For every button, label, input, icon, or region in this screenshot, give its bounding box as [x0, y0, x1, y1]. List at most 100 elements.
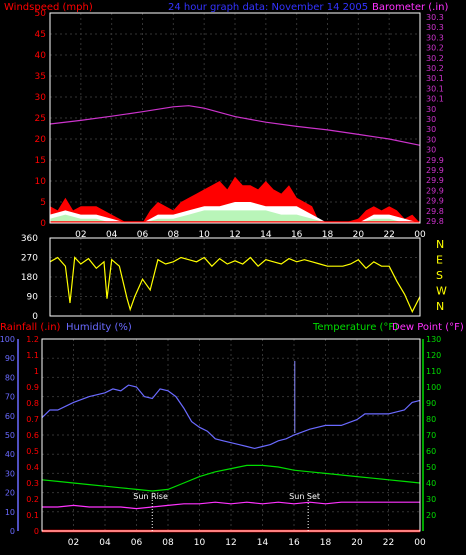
rht-x-tick-label: 02 — [68, 538, 79, 548]
direction-tick-label: 0 — [32, 312, 38, 322]
rain-hum-temp-axes: 02 04 06 08 10 12 14 16 18 20 22 0000.10.20.30.40.5… — [0, 335, 441, 548]
rainfall-tick-label: 0.4 — [26, 463, 39, 472]
temperature-line — [41, 464, 421, 492]
windspeed-tick-label: 25 — [35, 114, 46, 124]
humidity-tick-label: 90 — [5, 354, 15, 363]
humidity-tick-label: 80 — [5, 373, 15, 382]
dew-point-line — [42, 501, 420, 510]
wind-baro-panel: Windspeed (mph) 24 hour graph data: Nove… — [4, 2, 448, 240]
temperature-tick-label: 110 — [426, 367, 441, 376]
barometer-tick-label: 30 — [426, 115, 436, 124]
barometer-tick-label: 29.9 — [426, 186, 444, 195]
barometer-tick-label: 30.2 — [426, 64, 444, 73]
temperature-tick-label: 30 — [426, 495, 436, 504]
wind-baro-x-tick-label: 22 — [383, 230, 394, 240]
rht-x-tick-label: 14 — [257, 538, 269, 548]
temperature-tick-label: 60 — [426, 447, 436, 456]
barometer-tick-label: 30 — [426, 146, 436, 155]
rainfall-tick-label: 0.1 — [26, 511, 39, 520]
windspeed-tick-label: 45 — [35, 30, 46, 40]
rainfall-tick-label: 0.5 — [26, 447, 39, 456]
wind-baro-x-tick-label: 20 — [353, 230, 365, 240]
rht-x-tick-label: 20 — [351, 538, 363, 548]
rainfall-axis-label: Rainfall (.in) — [0, 322, 61, 333]
wind-low-area — [50, 210, 420, 223]
windspeed-tick-label: 35 — [35, 72, 46, 82]
rainfall-tick-label: 0.2 — [26, 495, 39, 504]
humidity-tick-label: 100 — [0, 335, 15, 344]
direction-plot-frame — [49, 237, 421, 317]
temperature-tick-label: 40 — [426, 479, 436, 488]
windspeed-tick-label: 15 — [35, 156, 46, 166]
wind-baro-x-tick-label: 18 — [322, 230, 334, 240]
barometer-tick-label: 30.3 — [426, 23, 444, 32]
rht-x-tick-label: 06 — [131, 538, 143, 548]
dew-point-axis-label: Dew Point (°F) — [392, 322, 464, 333]
rainfall-tick-label: 0.3 — [26, 479, 39, 488]
rht-x-tick-label: 04 — [99, 538, 111, 548]
wind-baro-x-tick-label: 00 — [414, 230, 426, 240]
barometer-tick-label: 29.9 — [426, 197, 444, 206]
windspeed-axis-label: Windspeed (mph) — [4, 2, 93, 13]
compass-label: W — [436, 285, 447, 298]
barometer-tick-label: 29.8 — [426, 207, 444, 216]
barometer-tick-label: 30.2 — [426, 54, 444, 63]
rht-x-tick-label: 16 — [288, 538, 300, 548]
barometer-tick-label: 30 — [426, 105, 436, 114]
temperature-tick-label: 120 — [426, 351, 441, 360]
rht-x-tick-label: 00 — [414, 538, 426, 548]
barometer-tick-label: 29.9 — [426, 156, 444, 165]
temperature-tick-label: 100 — [426, 383, 441, 392]
rainfall-tick-label: 1.2 — [26, 335, 39, 344]
wind-baro-series — [49, 105, 421, 223]
rain-hum-temp-panel: Rainfall (.in) Humidity (%) Temperature … — [0, 322, 464, 548]
rht-x-tick-label: 12 — [225, 538, 236, 548]
temperature-tick-label: 90 — [426, 399, 436, 408]
rht-x-tick-label: 08 — [162, 538, 174, 548]
rainfall-tick-label: 1 — [34, 367, 39, 376]
compass-label: N — [436, 238, 444, 251]
barometer-tick-label: 30.1 — [426, 84, 444, 93]
rht-x-tick-label: 18 — [320, 538, 332, 548]
windspeed-tick-label: 5 — [40, 198, 46, 208]
barometer-axis-label: Barometer (.in) — [372, 2, 448, 13]
barometer-line — [49, 105, 421, 146]
wind-baro-x-tick-label: 14 — [260, 230, 272, 240]
rainfall-tick-label: 1.1 — [26, 351, 39, 360]
compass-label: S — [436, 269, 443, 282]
windspeed-tick-label: 10 — [35, 177, 47, 187]
windspeed-tick-label: 20 — [35, 135, 47, 145]
barometer-tick-label: 29.9 — [426, 166, 444, 175]
rht-x-tick-label: 10 — [194, 538, 206, 548]
rainfall-tick-label: 0 — [34, 527, 39, 536]
rainfall-tick-label: 0.6 — [26, 431, 39, 440]
windspeed-tick-label: 50 — [35, 9, 47, 19]
chart-title: 24 hour graph data: November 14 2005 — [168, 2, 368, 13]
sun-marker-label: Sun Rise — [133, 492, 168, 501]
humidity-axis-label: Humidity (%) — [66, 322, 132, 333]
wind-baro-x-tick-label: 10 — [198, 230, 210, 240]
rainfall-tick-label: 0.8 — [26, 399, 39, 408]
temperature-tick-label: 70 — [426, 431, 436, 440]
humidity-line — [41, 384, 421, 450]
rainfall-tick-label: 0.7 — [26, 415, 39, 424]
wind-gust-area — [50, 176, 420, 223]
barometer-tick-label: 30.1 — [426, 95, 444, 104]
temperature-axis-label: Temperature (°F) — [312, 322, 398, 333]
temperature-tick-label: 130 — [426, 335, 441, 344]
barometer-tick-label: 30.1 — [426, 74, 444, 83]
direction-series — [49, 256, 421, 314]
wind-baro-axes: 02 04 06 08 10 12 14 16 18 20 22 000510152025303540… — [35, 9, 444, 240]
barometer-tick-label: 30.3 — [426, 33, 444, 42]
direction-tick-label: 90 — [27, 293, 39, 303]
direction-tick-label: 360 — [21, 234, 38, 244]
barometer-tick-label: 29.9 — [426, 176, 444, 185]
wind-baro-x-tick-label: 08 — [168, 230, 180, 240]
humidity-tick-label: 10 — [5, 508, 15, 517]
wind-baro-x-tick-label: 02 — [75, 230, 86, 240]
humidity-tick-label: 30 — [5, 469, 15, 478]
humidity-tick-label: 20 — [5, 489, 15, 498]
sun-marker-label: Sun Set — [289, 492, 320, 501]
